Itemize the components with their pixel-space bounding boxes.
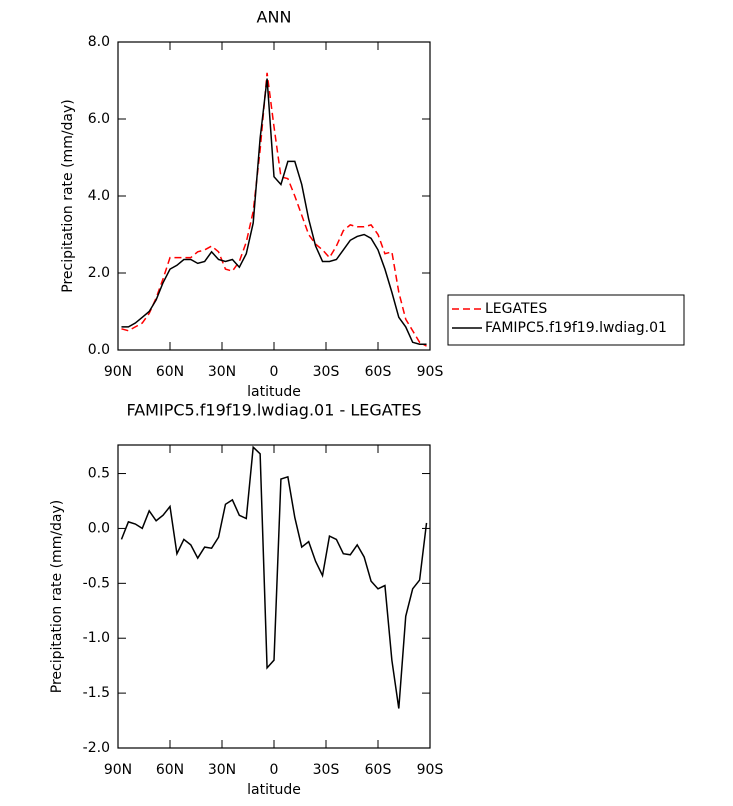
x-tick-label: 60S: [365, 762, 392, 778]
data-line: [121, 72, 427, 347]
x-tick-label: 30S: [313, 364, 340, 380]
x-tick-label: 90S: [417, 762, 444, 778]
chart-title: ANN: [257, 8, 292, 27]
y-tick-label: 4.0: [88, 188, 110, 204]
legend-label: FAMIPC5.f19f19.lwdiag.01: [485, 320, 667, 336]
x-axis-label: latitude: [247, 782, 301, 798]
legend-box: [447, 294, 685, 346]
x-tick-label: 60N: [156, 364, 184, 380]
y-tick-label: 0.0: [88, 342, 110, 358]
x-tick-label: 30S: [313, 762, 340, 778]
plot-frame: [117, 41, 431, 351]
y-tick-label: 8.0: [88, 34, 110, 50]
legend-label: LEGATES: [485, 301, 547, 317]
x-tick-label: 90S: [417, 364, 444, 380]
x-tick-label: 90N: [104, 364, 132, 380]
y-tick-label: 6.0: [88, 111, 110, 127]
x-axis-label: latitude: [247, 384, 301, 400]
y-tick-label: -0.5: [83, 575, 110, 591]
x-tick-label: 30N: [208, 762, 236, 778]
x-tick-label: 90N: [104, 762, 132, 778]
y-tick-label: -1.5: [83, 685, 110, 701]
data-line: [121, 78, 427, 345]
y-axis-label: Precipitation rate (mm/day): [49, 500, 65, 694]
chart-title: FAMIPC5.f19f19.lwdiag.01 - LEGATES: [126, 401, 421, 420]
y-tick-label: 0.5: [88, 466, 110, 482]
x-tick-label: 60S: [365, 364, 392, 380]
data-line: [120, 445, 428, 709]
x-tick-label: 30N: [208, 364, 236, 380]
x-tick-label: 0: [270, 364, 279, 380]
y-tick-label: -1.0: [83, 630, 110, 646]
y-tick-label: -2.0: [83, 740, 110, 756]
y-tick-label: 2.0: [88, 265, 110, 281]
x-tick-label: 0: [270, 762, 279, 778]
y-tick-label: 0.0: [88, 520, 110, 536]
y-axis-label: Precipitation rate (mm/day): [60, 99, 76, 293]
plot-frame: [117, 444, 431, 749]
x-tick-label: 60N: [156, 762, 184, 778]
